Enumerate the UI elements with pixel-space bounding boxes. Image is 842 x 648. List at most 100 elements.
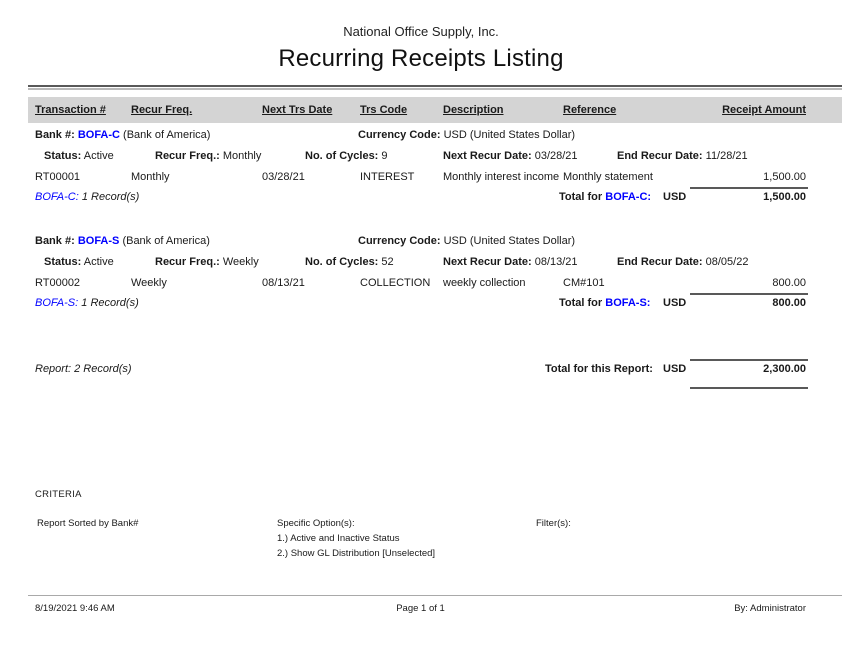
- cell-trs-code: COLLECTION: [360, 277, 431, 289]
- report-total-rule-top: [690, 359, 808, 361]
- cycles-value: 52: [381, 256, 394, 268]
- total-bank-code: BOFA-C:: [605, 191, 652, 203]
- cell-description: Monthly interest income: [443, 171, 560, 183]
- company-name: National Office Supply, Inc.: [343, 24, 499, 39]
- recur-freq-pair: Recur Freq.: Monthly: [155, 150, 261, 162]
- cell-transaction: RT00001: [35, 171, 81, 183]
- table-row: RT00002 Weekly 08/13/21 COLLECTION weekl…: [28, 276, 842, 291]
- column-header-trs-code: Trs Code: [360, 104, 408, 116]
- recur-freq-label: Recur Freq.:: [155, 256, 220, 268]
- status-label: Status:: [44, 150, 82, 162]
- bank-total-label: Total for BOFA-S:: [559, 297, 650, 309]
- recur-status-line: Status: Active Recur Freq.: Weekly No. o…: [28, 256, 842, 272]
- currency-pair: Currency Code: USD (United States Dollar…: [358, 129, 575, 141]
- report-summary: Report: 2 Record(s) Total for this Repor…: [0, 359, 842, 389]
- bank-code-link[interactable]: BOFA-S: [77, 235, 120, 247]
- next-recur-value: 08/13/21: [534, 256, 578, 268]
- specific-option-1: 1.) Active and Inactive Status: [277, 533, 400, 544]
- cycles-label: No. of Cycles:: [305, 150, 379, 162]
- footer: 8/19/2021 9:46 AM Page 1 of 1 By: Admini…: [28, 603, 842, 614]
- bank-section-bofa-s: Bank #: BOFA-S (Bank of America) Currenc…: [0, 235, 842, 313]
- report-total-currency: USD: [663, 363, 687, 375]
- record-count-text: 1 Record(s): [81, 191, 140, 203]
- end-recur-label: End Recur Date:: [617, 150, 703, 162]
- bank-label: Bank #:: [35, 129, 75, 141]
- bank-header-left: Bank #: BOFA-S (Bank of America): [35, 235, 210, 247]
- end-recur-value: 08/05/22: [705, 256, 749, 268]
- cell-receipt-amount: 800.00: [772, 277, 806, 289]
- currency-code-label: Currency Code:: [358, 235, 441, 247]
- cell-receipt-amount: 1,500.00: [763, 171, 806, 183]
- column-header-description: Description: [443, 104, 504, 116]
- cycles-value: 9: [381, 150, 388, 162]
- cycles-label: No. of Cycles:: [305, 256, 379, 268]
- cell-next-trs-date: 03/28/21: [262, 171, 305, 183]
- currency-pair: Currency Code: USD (United States Dollar…: [358, 235, 575, 247]
- footer-page-number: Page 1 of 1: [396, 603, 445, 614]
- specific-options-label: Specific Option(s):: [277, 518, 355, 529]
- bank-record-count: BOFA-C: 1 Record(s): [35, 191, 139, 203]
- recur-freq-value: Weekly: [222, 256, 259, 268]
- status-pair: Status: Active: [44, 256, 114, 268]
- currency-code-value: USD (United States Dollar): [443, 129, 576, 141]
- footer-printed-by: By: Administrator: [734, 603, 807, 614]
- recur-status-line: Status: Active Recur Freq.: Monthly No. …: [28, 150, 842, 166]
- bank-name: (Bank of America): [123, 129, 211, 141]
- total-amount: 800.00: [772, 297, 806, 309]
- record-count-text: 1 Record(s): [81, 297, 139, 309]
- next-recur-label: Next Recur Date:: [443, 150, 532, 162]
- criteria-heading: CRITERIA: [35, 489, 82, 500]
- footer-datetime: 8/19/2021 9:46 AM: [35, 603, 115, 614]
- criteria-filters-label: Filter(s):: [536, 518, 571, 529]
- report-total-label: Total for this Report:: [545, 363, 653, 375]
- bank-name: (Bank of America): [122, 235, 210, 247]
- bank-code-link[interactable]: BOFA-S:: [35, 297, 79, 309]
- recur-freq-pair: Recur Freq.: Weekly: [155, 256, 259, 268]
- bank-code-link[interactable]: BOFA-C:: [35, 191, 79, 203]
- table-row: RT00001 Monthly 03/28/21 INTEREST Monthl…: [28, 170, 842, 185]
- footer-divider: [28, 595, 842, 596]
- subtotal-rule: [690, 293, 808, 295]
- column-header-next-trs-date: Next Trs Date: [262, 104, 333, 116]
- end-recur-label: End Recur Date:: [617, 256, 703, 268]
- bank-total-row: BOFA-S: 1 Record(s) Total for BOFA-S: US…: [28, 295, 842, 313]
- status-value: Active: [83, 256, 114, 268]
- cell-trs-code: INTEREST: [360, 171, 415, 183]
- criteria-row: Report Sorted by Bank# Specific Option(s…: [35, 516, 842, 564]
- bank-total-row: BOFA-C: 1 Record(s) Total for BOFA-C: US…: [28, 189, 842, 207]
- status-value: Active: [83, 150, 114, 162]
- next-recur-pair: Next Recur Date: 03/28/21: [443, 150, 578, 162]
- bank-record-count: BOFA-S: 1 Record(s): [35, 297, 139, 309]
- report-record-count: Report: 2 Record(s): [35, 363, 132, 375]
- recur-freq-value: Monthly: [222, 150, 262, 162]
- bank-header-line: Bank #: BOFA-C (Bank of America) Currenc…: [28, 129, 842, 145]
- status-pair: Status: Active: [44, 150, 114, 162]
- next-recur-pair: Next Recur Date: 08/13/21: [443, 256, 578, 268]
- currency-code-value: USD (United States Dollar): [443, 235, 576, 247]
- column-header-reference: Reference: [563, 104, 617, 116]
- bank-label: Bank #:: [35, 235, 75, 247]
- next-recur-label: Next Recur Date:: [443, 256, 532, 268]
- total-amount: 1,500.00: [763, 191, 806, 203]
- cell-description: weekly collection: [443, 277, 526, 289]
- cell-reference: Monthly statement: [563, 171, 653, 183]
- cycles-pair: No. of Cycles: 52: [305, 256, 394, 268]
- report-total-amount: 2,300.00: [763, 363, 806, 375]
- currency-code-label: Currency Code:: [358, 129, 441, 141]
- total-currency: USD: [663, 191, 687, 203]
- end-recur-pair: End Recur Date: 08/05/22: [617, 256, 748, 268]
- report-title: Recurring Receipts Listing: [278, 45, 564, 72]
- next-recur-value: 03/28/21: [534, 150, 578, 162]
- criteria-specific-options: Specific Option(s): 1.) Active and Inact…: [277, 516, 435, 561]
- status-label: Status:: [44, 256, 82, 268]
- bank-code-link[interactable]: BOFA-C: [77, 129, 120, 141]
- cell-recur-freq: Weekly: [131, 277, 167, 289]
- column-header-recur-freq: Recur Freq.: [131, 104, 193, 116]
- bank-header-line: Bank #: BOFA-S (Bank of America) Currenc…: [28, 235, 842, 251]
- report-total-row: Report: 2 Record(s) Total for this Repor…: [28, 361, 842, 381]
- cell-transaction: RT00002: [35, 277, 81, 289]
- recur-freq-label: Recur Freq.:: [155, 150, 220, 162]
- bank-header-left: Bank #: BOFA-C (Bank of America): [35, 129, 210, 141]
- column-header-row: Transaction # Recur Freq. Next Trs Date …: [28, 97, 842, 123]
- total-bank-code: BOFA-S:: [605, 297, 651, 309]
